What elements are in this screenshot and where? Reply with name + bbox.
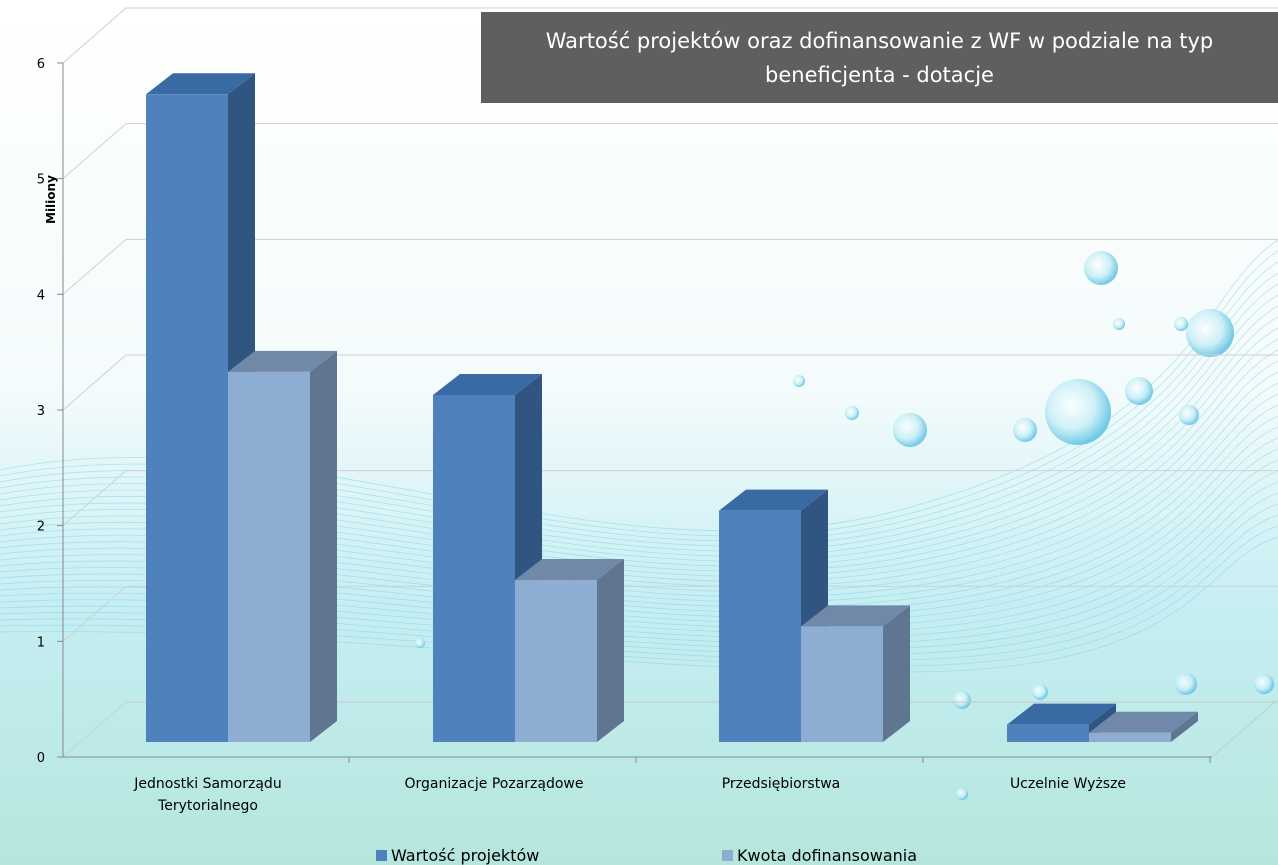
gridline-side <box>62 470 127 527</box>
bubble <box>845 406 859 420</box>
y-tick-label: 1 <box>37 635 45 650</box>
chart-title: Wartość projektów oraz dofinansowanie z … <box>481 12 1278 103</box>
bar-side <box>597 559 624 742</box>
bubble <box>1186 309 1234 357</box>
x-tick-label: Terytorialnego <box>157 798 258 814</box>
bar-top <box>719 489 828 511</box>
bar-front <box>146 94 228 743</box>
bar-top <box>146 73 255 95</box>
legend-swatch-series2 <box>722 850 733 861</box>
x-tick-label: Jednostki Samorządu <box>133 776 281 792</box>
bar-top <box>515 559 624 581</box>
bubble <box>1175 673 1197 695</box>
y-tick-label: 5 <box>37 173 45 188</box>
bar-front <box>801 626 883 742</box>
y-tick-label: 3 <box>37 404 45 419</box>
bar-front <box>433 394 515 742</box>
bar-top <box>228 350 337 372</box>
gridline-side <box>62 7 127 64</box>
gridline-side <box>62 585 127 642</box>
x-tick-label: Uczelnie Wyższe <box>1010 776 1126 792</box>
legend-swatch-series1 <box>376 850 387 861</box>
chart-title-line2: beneficjenta - dotacje <box>765 63 994 87</box>
bubble <box>893 413 927 447</box>
bubble <box>1045 379 1111 445</box>
bubble <box>415 638 425 648</box>
legend-label-series2: Kwota dofinansowania <box>737 846 918 865</box>
bubble <box>953 691 971 709</box>
bubble <box>956 788 968 800</box>
chart-title-line1: Wartość projektów oraz dofinansowanie z … <box>545 29 1214 53</box>
gridline-side <box>62 354 127 411</box>
y-tick-label: 6 <box>37 57 45 72</box>
x-tick-label: Organizacje Pozarządowe <box>405 776 584 792</box>
gridline-side <box>62 238 127 295</box>
bubble <box>1174 317 1188 331</box>
bubble-decoration <box>415 251 1274 800</box>
bar-2-1 <box>515 559 624 742</box>
y-axis-title: Miliony <box>44 175 58 224</box>
bubble <box>1113 318 1125 330</box>
legend-item-series2: Kwota dofinansowania <box>722 846 917 865</box>
bar-top <box>1007 703 1116 725</box>
bar-front <box>515 580 597 742</box>
floor-right-edge <box>1211 701 1276 758</box>
bubble <box>1084 251 1118 285</box>
bars <box>146 73 1198 743</box>
gridline-side <box>62 701 127 758</box>
bubble <box>1179 405 1199 425</box>
legend-item-series1: Wartość projektów <box>376 846 539 865</box>
y-tick-label: 0 <box>37 751 45 766</box>
bar-top <box>433 373 542 395</box>
gridline-side <box>62 123 127 180</box>
bar-side <box>883 605 910 742</box>
bubble <box>793 375 805 387</box>
bar-side <box>1171 711 1198 742</box>
bar-top <box>801 605 910 627</box>
bubble <box>1013 418 1037 442</box>
bar-front <box>228 371 310 742</box>
bar-front <box>1007 724 1089 742</box>
bar-side <box>310 350 337 742</box>
axes <box>57 62 1212 763</box>
legend-label-series1: Wartość projektów <box>391 846 540 865</box>
bar-top <box>1089 711 1198 733</box>
bubble <box>1032 684 1048 700</box>
tick-labels: 0 1 2 3 4 5 6 Jednostki Samorządu Terytorialnego… <box>37 57 1126 814</box>
bar-front <box>1089 732 1171 742</box>
bubble <box>1254 674 1274 694</box>
x-tick-label: Przedsiębiorstwa <box>722 776 841 792</box>
bar-2-2 <box>801 605 910 742</box>
bubble <box>1125 377 1153 405</box>
bar-front <box>719 510 801 742</box>
bar-2-3 <box>1089 711 1198 742</box>
y-tick-label: 4 <box>37 288 45 303</box>
y-tick-label: 2 <box>37 520 45 535</box>
bar-2-0 <box>228 350 337 742</box>
